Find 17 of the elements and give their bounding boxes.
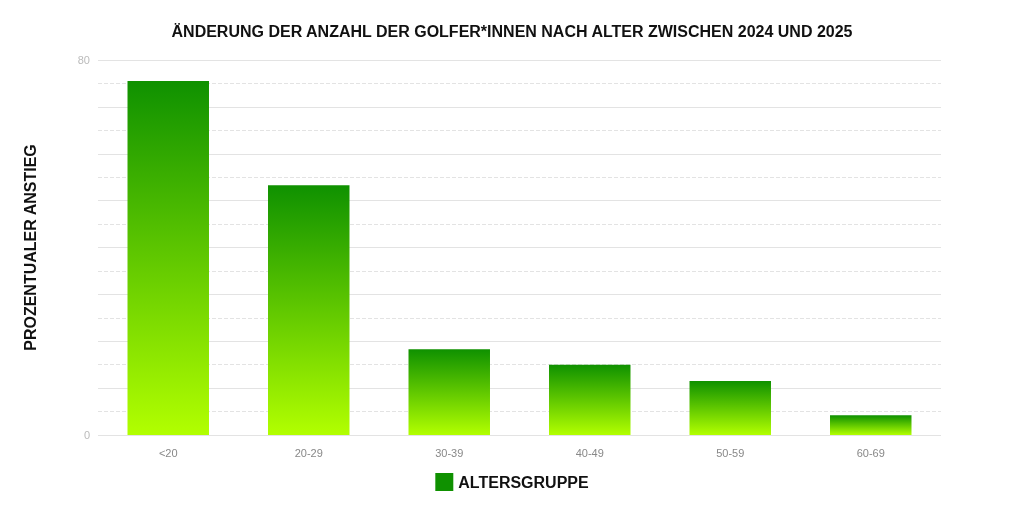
y-tick-label: 80: [77, 54, 90, 66]
bar: [830, 415, 912, 435]
chart-title: ÄNDERUNG DER ANZAHL DER GOLFER*INNEN NACH ALTER ZWISCHEN 2024 UND 2025: [171, 22, 853, 40]
bar: [549, 364, 631, 435]
x-tick-label: <20: [158, 446, 178, 459]
x-tick-label: 30-39: [435, 446, 464, 459]
x-tick-label: 40-49: [575, 446, 604, 459]
legend-label: ALTERSGRUPPE: [458, 473, 590, 491]
x-tick-label: 50-59: [716, 446, 745, 459]
bar: [127, 81, 209, 435]
x-tick-label: 20-29: [294, 446, 323, 459]
y-axis-title: PROZENTUALER ANSTIEG: [21, 144, 39, 351]
bar: [408, 349, 490, 435]
bar: [268, 185, 350, 435]
bar: [689, 381, 771, 435]
y-tick-label: 0: [83, 429, 90, 441]
x-tick-label: 60-69: [856, 446, 885, 459]
